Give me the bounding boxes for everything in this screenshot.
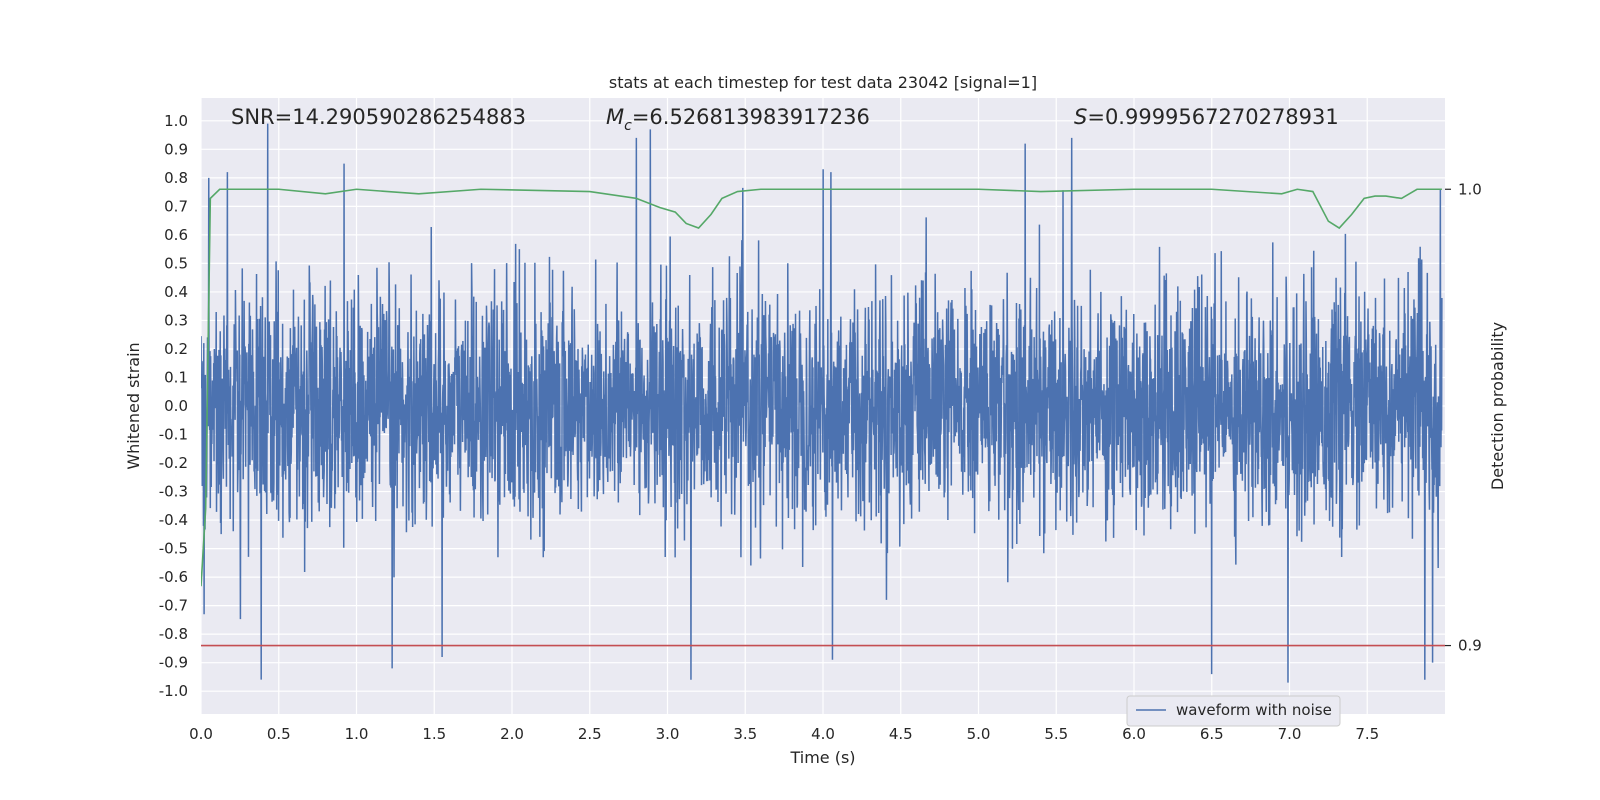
y-tick-label: -0.1 [159, 426, 188, 444]
x-tick-label: 7.0 [1278, 725, 1302, 743]
x-tick-label: 1.0 [345, 725, 369, 743]
x-tick-label: 6.0 [1122, 725, 1146, 743]
waveform-with-noise-series [201, 123, 1443, 683]
y-tick-label: 1.0 [164, 112, 188, 130]
y-tick-label: -0.6 [159, 568, 188, 586]
x-tick-label: 5.5 [1044, 725, 1068, 743]
y2-tick-label: 1.0 [1458, 180, 1482, 198]
x-tick-label: 2.0 [500, 725, 524, 743]
y-axis-label: Whitened strain [124, 342, 143, 469]
x-axis-ticks: 0.0 0.5 1.0 1.5 2.0 2.5 3.0 3.5 4.0 4.5 5.0 5.5 6.0 6… [189, 725, 1379, 743]
y-tick-label: -0.5 [159, 540, 188, 558]
x-tick-label: 0.5 [267, 725, 291, 743]
x-axis-label: Time (s) [789, 748, 855, 767]
y-tick-label: 0.8 [164, 169, 188, 187]
y-tick-label: 0.6 [164, 226, 188, 244]
y-tick-label: 0.1 [164, 368, 188, 386]
y-tick-label: -0.7 [159, 597, 188, 615]
x-tick-label: 5.0 [967, 725, 991, 743]
y2-tick-label: 0.9 [1458, 637, 1482, 655]
x-tick-label: 4.5 [889, 725, 913, 743]
legend-box [1126, 695, 1341, 727]
y-tick-label: 0.0 [164, 397, 188, 415]
y-tick-label: -0.3 [159, 483, 188, 501]
x-tick-label: 4.0 [811, 725, 835, 743]
x-tick-label: 6.5 [1200, 725, 1224, 743]
chart-title: stats at each timestep for test data 230… [609, 73, 1037, 92]
plot-area [201, 123, 1445, 683]
x-tick-label: 1.5 [422, 725, 446, 743]
legend-label: waveform with noise [1176, 701, 1332, 719]
y-tick-label: -0.9 [159, 654, 188, 672]
y-tick-label: 0.2 [164, 340, 188, 358]
y-tick-label: 0.4 [164, 283, 188, 301]
detection-probability-series [201, 188, 1442, 587]
y-tick-label: -1.0 [159, 682, 188, 700]
x-tick-label: 2.5 [578, 725, 602, 743]
x-tick-label: 3.5 [733, 725, 757, 743]
snr-annotation: SNR=14.290590286254883 [231, 105, 526, 129]
x-tick-label: 0.0 [189, 725, 213, 743]
y-tick-label: -0.4 [159, 511, 188, 529]
y-tick-label: 0.5 [164, 254, 188, 272]
y-tick-label: 0.7 [164, 197, 188, 215]
x-tick-label: 3.0 [656, 725, 680, 743]
chirp-mass-annotation: Mc=6.526813983917236 [606, 105, 870, 134]
legend: waveform with noise [1126, 695, 1341, 727]
x-tick-label: 7.5 [1355, 725, 1379, 743]
y-tick-label: -0.8 [159, 625, 188, 643]
y-axis-ticks: 1.0 0.9 0.8 0.7 0.6 0.5 0.4 0.3 0.2 0.1 0.0 -0.1 -0.… [159, 112, 188, 700]
y-tick-label: 0.9 [164, 140, 188, 158]
y-tick-label: -0.2 [159, 454, 188, 472]
y2-axis-label: Detection probability [1488, 322, 1507, 490]
y2-axis-ticks: 1.0 0.9 [1445, 180, 1482, 655]
y-tick-label: 0.3 [164, 311, 188, 329]
s-annotation: S=0.9999567270278931 [1074, 105, 1339, 129]
